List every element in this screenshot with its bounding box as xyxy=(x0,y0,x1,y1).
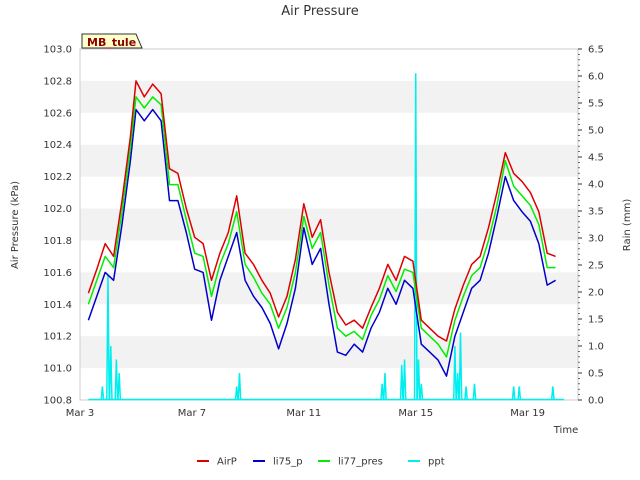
x-axis-title: Time xyxy=(553,425,578,436)
grid-band xyxy=(80,208,578,241)
y-tick-label: 100.8 xyxy=(43,396,72,407)
y2-tick-label: 3.5 xyxy=(588,207,604,218)
y-tick-label: 101.0 xyxy=(43,364,72,375)
y2-tick-label: 1.5 xyxy=(588,315,604,326)
y-tick-label: 102.0 xyxy=(43,204,72,215)
line-airp xyxy=(87,80,556,342)
x-tick-label: Mar 7 xyxy=(178,408,206,419)
legend-item-li75-p: li75_p xyxy=(253,457,303,468)
y2-axis-title: Rain (mm) xyxy=(622,199,633,252)
line-li75-p xyxy=(87,108,556,377)
line-li77-pres xyxy=(87,96,556,358)
right-axis-ticks: 0.0 0.5 1.0 1.5 2.0 2.5 3.0 3.5 4.0 4.5 5.0 5.5 6.0 6… xyxy=(578,45,604,407)
ppt-spikes xyxy=(100,73,555,401)
y2-tick-label: 4.5 xyxy=(588,153,604,164)
series-li77-pres xyxy=(87,96,556,358)
y-tick-label: 102.2 xyxy=(43,172,72,183)
grid-band xyxy=(80,336,578,369)
y-tick-label: 101.4 xyxy=(43,300,72,311)
legend-label: ppt xyxy=(428,457,445,468)
y2-tick-label: 5.5 xyxy=(588,99,604,110)
series-layer xyxy=(87,73,565,401)
y2-tick-label: 6.0 xyxy=(588,72,604,83)
y-tick-label: 101.6 xyxy=(43,268,72,279)
y2-tick-label: 3.0 xyxy=(588,234,604,245)
series-airp xyxy=(87,80,556,342)
legend-item-ppt: ppt xyxy=(408,457,445,468)
x-axis-ticks: Mar 3 Mar 7 Mar 11 Mar 15 Mar 19 xyxy=(66,408,545,419)
grid-band xyxy=(80,144,578,177)
y2-tick-label: 0.0 xyxy=(588,396,604,407)
y2-tick-label: 4.0 xyxy=(588,180,604,191)
legend: AirP li75_p li77_pres ppt xyxy=(197,457,445,468)
y-tick-label: 102.6 xyxy=(43,108,72,119)
legend-label: li75_p xyxy=(273,457,303,468)
x-tick-label: Mar 11 xyxy=(286,408,321,419)
y-tick-label: 101.2 xyxy=(43,332,72,343)
legend-item-li77-pres: li77_pres xyxy=(318,457,383,468)
background-bands xyxy=(80,80,578,369)
y2-tick-label: 1.0 xyxy=(588,342,604,353)
y2-tick-label: 2.5 xyxy=(588,261,604,272)
y-tick-label: 102.8 xyxy=(43,76,72,87)
site-label-box: MB_tule xyxy=(81,33,143,49)
y2-tick-label: 2.0 xyxy=(588,288,604,299)
y2-tick-label: 5.0 xyxy=(588,126,604,137)
y2-tick-label: 0.5 xyxy=(588,369,604,380)
x-tick-label: Mar 3 xyxy=(66,408,94,419)
series-ppt xyxy=(88,73,565,401)
x-tick-label: Mar 19 xyxy=(510,408,545,419)
y-axis-title: Air Pressure (kPa) xyxy=(10,181,21,269)
y-tick-label: 103.0 xyxy=(43,45,72,56)
y-tick-label: 102.4 xyxy=(43,140,72,151)
legend-item-airp: AirP xyxy=(197,457,237,468)
chart-title: Air Pressure xyxy=(281,4,359,19)
legend-label: li77_pres xyxy=(338,457,383,468)
series-li75-p xyxy=(87,108,556,377)
legend-label: AirP xyxy=(217,457,237,468)
site-label: MB_tule xyxy=(87,36,136,49)
y-tick-label: 101.8 xyxy=(43,236,72,247)
left-axis-ticks: 100.8 101.0 101.2 101.4 101.6 101.8 102.0 102.2… xyxy=(43,45,72,407)
x-tick-label: Mar 15 xyxy=(398,408,433,419)
y2-tick-label: 6.5 xyxy=(588,45,604,56)
